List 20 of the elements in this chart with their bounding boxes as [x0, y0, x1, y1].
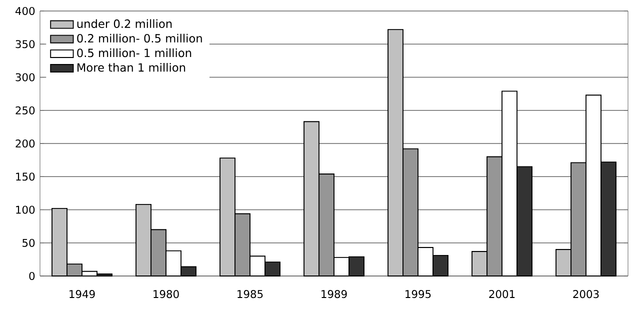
y-tick-label: 300: [16, 73, 35, 82]
legend-label: 0.2 million- 0.5 million: [77, 34, 202, 43]
legend-label: More than 1 million: [77, 62, 186, 72]
x-tick-label: 1980: [154, 290, 179, 298]
y-tick-label: 50: [22, 238, 35, 247]
legend-label: under 0.2 million: [77, 19, 172, 28]
x-tick-label: 1989: [322, 290, 347, 298]
x-tick-label: 2003: [573, 290, 599, 298]
y-tick-label: 350: [16, 40, 35, 48]
y-tick-label: 150: [16, 172, 35, 181]
y-tick-label: 0: [29, 272, 35, 280]
x-tick-label: 1985: [238, 290, 263, 298]
y-tick-label: 250: [16, 106, 35, 114]
y-tick-label: 400: [15, 6, 35, 16]
y-tick-label: 100: [16, 206, 35, 214]
x-tick-label: 1949: [70, 290, 95, 298]
y-tick-label: 200: [16, 139, 35, 148]
x-tick-label: 1995: [406, 290, 431, 298]
legend-label: 0.5 million- 1 million: [77, 48, 192, 58]
x-tick-label: 2001: [489, 290, 515, 298]
